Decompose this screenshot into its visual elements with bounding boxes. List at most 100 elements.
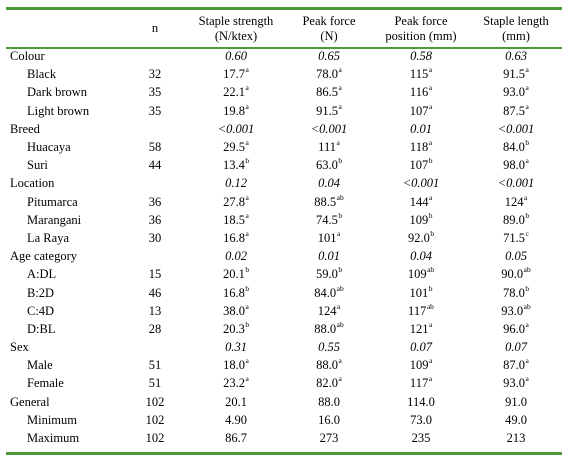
value-cell: 144a xyxy=(409,192,433,209)
n-cell xyxy=(124,47,186,65)
value-cell: 117ab xyxy=(408,301,434,318)
value-cell: 0.02 xyxy=(225,249,247,264)
significance-letter: a xyxy=(525,101,529,111)
row-label: A:DL xyxy=(27,267,57,282)
value-cell: 124a xyxy=(317,301,341,318)
significance-letter: a xyxy=(428,138,433,148)
significance-letter: a xyxy=(336,301,341,311)
value-cell: 59.0b xyxy=(315,265,343,282)
row-label: C:4D xyxy=(27,303,55,318)
row-label: Age category xyxy=(10,249,77,264)
significance-letter: ab xyxy=(426,301,434,311)
significance-letter: a xyxy=(525,319,529,329)
n-cell: 51 xyxy=(148,376,162,391)
row-label: General xyxy=(10,394,50,409)
row-label: Black xyxy=(27,67,57,82)
value-cell: 0.05 xyxy=(505,249,527,264)
table-row: General 102 20.1 88.0 114.0 91.0 xyxy=(6,393,562,411)
value-cell: 121a xyxy=(409,319,433,336)
value-cell: 74.5b xyxy=(315,210,343,227)
value-cell: 93.0ab xyxy=(501,301,531,318)
header-row: n Staple strength (N/ktex) Peak force (N) Pea… xyxy=(6,10,562,47)
category-row: Age category 0.02 0.01 0.04 0.05 xyxy=(6,247,562,265)
value-cell: 38.0a xyxy=(223,301,249,318)
category-row: Location 0.12 0.04 <0.001 <0.001 xyxy=(6,174,562,192)
significance-letter: b xyxy=(245,319,250,329)
n-cell: 102 xyxy=(145,431,165,446)
significance-letter: b xyxy=(430,228,435,238)
value-cell: 23.2a xyxy=(223,374,249,391)
significance-letter: a xyxy=(245,356,249,366)
value-cell: 18.0a xyxy=(223,356,249,373)
significance-letter: a xyxy=(338,83,342,93)
value-cell: 91.0 xyxy=(505,394,527,409)
significance-letter: a xyxy=(428,83,433,93)
row-label: Sex xyxy=(10,340,29,355)
value-cell: 19.8a xyxy=(223,101,249,118)
value-cell: 235 xyxy=(411,431,431,446)
value-cell: 92.0b xyxy=(407,228,435,245)
value-cell: <0.001 xyxy=(310,121,348,136)
value-cell: 49.0 xyxy=(505,412,527,427)
row-label: B:2D xyxy=(27,285,55,300)
row-label: Pitumarca xyxy=(27,194,78,209)
n-cell: 13 xyxy=(148,303,162,318)
significance-letter: a xyxy=(245,228,249,238)
column-header: Staple strength (N/ktex) xyxy=(198,13,274,43)
significance-letter: ab xyxy=(523,265,531,275)
significance-letter: a xyxy=(245,301,249,311)
value-cell: 116a xyxy=(409,83,433,100)
row-label: Breed xyxy=(10,121,40,136)
n-cell: 102 xyxy=(145,412,165,427)
value-cell: 84.0b xyxy=(502,138,530,155)
significance-letter: b xyxy=(525,138,530,148)
value-cell: 27.8a xyxy=(223,192,249,209)
significance-letter: a xyxy=(428,192,433,202)
value-cell: 93.0a xyxy=(503,83,529,100)
n-cell: 46 xyxy=(148,285,162,300)
significance-letter: a xyxy=(245,192,249,202)
value-cell: 86.5a xyxy=(316,83,342,100)
value-cell: 0.04 xyxy=(318,176,340,191)
value-cell: 0.07 xyxy=(505,340,527,355)
value-cell: 89.0b xyxy=(502,210,530,227)
value-cell: 13.4b xyxy=(222,156,250,173)
value-cell: 78.0a xyxy=(316,65,342,82)
significance-letter: ab xyxy=(336,319,344,329)
n-cell: 35 xyxy=(148,103,162,118)
table-row: Light brown 35 19.8a 91.5a 107a 87.5a xyxy=(6,102,562,120)
significance-letter: a xyxy=(245,374,249,384)
value-cell: 109b xyxy=(409,210,433,227)
value-cell: 22.1a xyxy=(223,83,249,100)
value-cell: 96.0a xyxy=(503,319,529,336)
significance-letter: a xyxy=(428,319,433,329)
table-row: Marangani 36 18.5a 74.5b 109b 89.0b xyxy=(6,211,562,229)
value-cell: 0.07 xyxy=(410,340,432,355)
value-cell: 20.3b xyxy=(222,319,250,336)
value-cell: 98.0a xyxy=(503,156,529,173)
value-cell: 93.0a xyxy=(503,374,529,391)
value-cell: 115a xyxy=(409,65,433,82)
column-header: Peak force (N) xyxy=(302,13,356,43)
row-label: D:BL xyxy=(27,321,56,336)
significance-letter: a xyxy=(245,101,249,111)
column-header xyxy=(6,10,124,47)
table-row: B:2D 46 16.8b 84.0ab 101b 78.0b xyxy=(6,283,562,301)
table-row: Male 51 18.0a 88.0a 109a 87.0a xyxy=(6,356,562,374)
n-cell: 28 xyxy=(148,321,162,336)
significance-letter: ab xyxy=(336,192,344,202)
significance-letter: b xyxy=(525,210,530,220)
significance-letter: a xyxy=(525,65,529,75)
row-label: Dark brown xyxy=(27,85,88,100)
column-header: Peak force position (mm) xyxy=(385,13,457,43)
significance-letter: b xyxy=(338,265,343,275)
significance-letter: a xyxy=(245,210,249,220)
table-row: Maximum 102 86.7 273 235 213 xyxy=(6,429,562,447)
value-cell: 0.55 xyxy=(318,340,340,355)
column-header: n xyxy=(151,21,159,35)
row-label: Location xyxy=(10,176,55,191)
row-label: Suri xyxy=(27,158,48,173)
table-row: Dark brown 35 22.1a 86.5a 116a 93.0a xyxy=(6,83,562,101)
table-row: D:BL 28 20.3b 88.0ab 121a 96.0a xyxy=(6,320,562,338)
